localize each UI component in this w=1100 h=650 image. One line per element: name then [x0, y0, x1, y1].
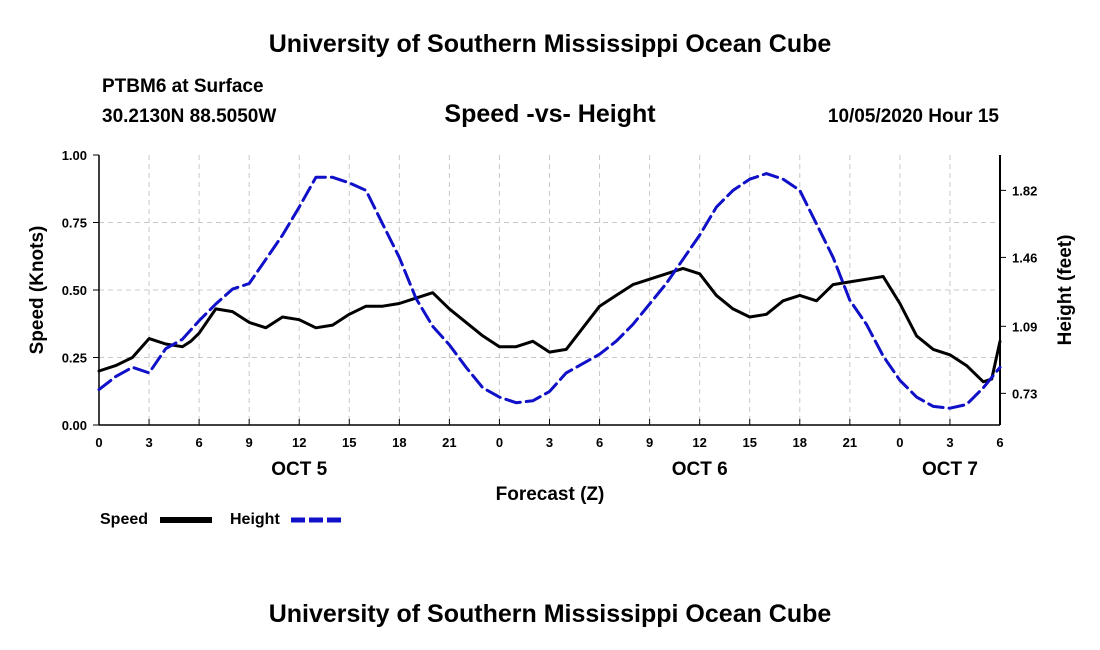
x-tick-label: 6	[996, 435, 1003, 450]
day-label: OCT 6	[672, 459, 728, 480]
grid	[99, 155, 1000, 425]
x-tick-label: 6	[195, 435, 202, 450]
speed-series-line	[97, 266, 1002, 384]
legend-height-label: Height	[230, 511, 280, 528]
x-tick-label: 3	[546, 435, 553, 450]
x-tick-label: 21	[442, 435, 456, 450]
axes	[93, 154, 1006, 426]
x-tick-label: 0	[896, 435, 903, 450]
x-tick-label: 12	[292, 435, 306, 450]
x-tick-label: 9	[246, 435, 253, 450]
x-tick-label: 21	[843, 435, 857, 450]
series	[97, 172, 1002, 410]
x-tick-label: 0	[496, 435, 503, 450]
y-tick-label: 1.00	[62, 148, 87, 163]
x-tick-label: 18	[392, 435, 406, 450]
x-tick-label: 3	[946, 435, 953, 450]
y2-tick-label: 1.82	[1012, 183, 1037, 198]
x-tick-label: 18	[793, 435, 807, 450]
footer-title: University of Southern Mississippi Ocean…	[268, 600, 832, 628]
y-tick-label: 0.25	[62, 351, 87, 366]
legend: Speed Height	[100, 511, 343, 528]
y-tick-label: 0.00	[62, 418, 87, 433]
x-tick-label: 12	[692, 435, 706, 450]
day-label: OCT 7	[922, 459, 978, 480]
y2-axis-title: Height (feet)	[1055, 235, 1076, 346]
day-label: OCT 5	[271, 459, 327, 480]
run-time-label: 10/05/2020 Hour 15	[827, 106, 999, 127]
y-tick-label: 0.75	[62, 216, 87, 231]
y-tick-label: 0.50	[62, 283, 87, 298]
x-axis-title: Forecast (Z)	[496, 484, 605, 505]
y2-tick-label: 0.73	[1012, 386, 1037, 401]
x-tick-label: 15	[742, 435, 756, 450]
x-tick-label: 0	[95, 435, 102, 450]
height-series-line	[97, 172, 1002, 410]
coordinates-label: 30.2130N 88.5050W	[102, 106, 277, 127]
y-axis-title: Speed (Knots)	[27, 226, 48, 355]
tick-labels: 0 3 6 9 12 15 18 21 0 3 6 9 12 15 18 21 0 3 6 0.00 0.25 0.50 0…	[62, 148, 1038, 480]
x-tick-label: 3	[145, 435, 152, 450]
x-tick-label: 9	[646, 435, 653, 450]
station-label: PTBM6 at Surface	[102, 76, 264, 97]
x-tick-label: 6	[596, 435, 603, 450]
y2-tick-label: 1.09	[1012, 319, 1037, 334]
page-title: University of Southern Mississippi Ocean…	[268, 30, 832, 58]
chart-title: Speed -vs- Height	[444, 100, 656, 128]
legend-speed-label: Speed	[100, 511, 148, 528]
x-tick-label: 15	[342, 435, 356, 450]
y2-tick-label: 1.46	[1012, 250, 1037, 265]
